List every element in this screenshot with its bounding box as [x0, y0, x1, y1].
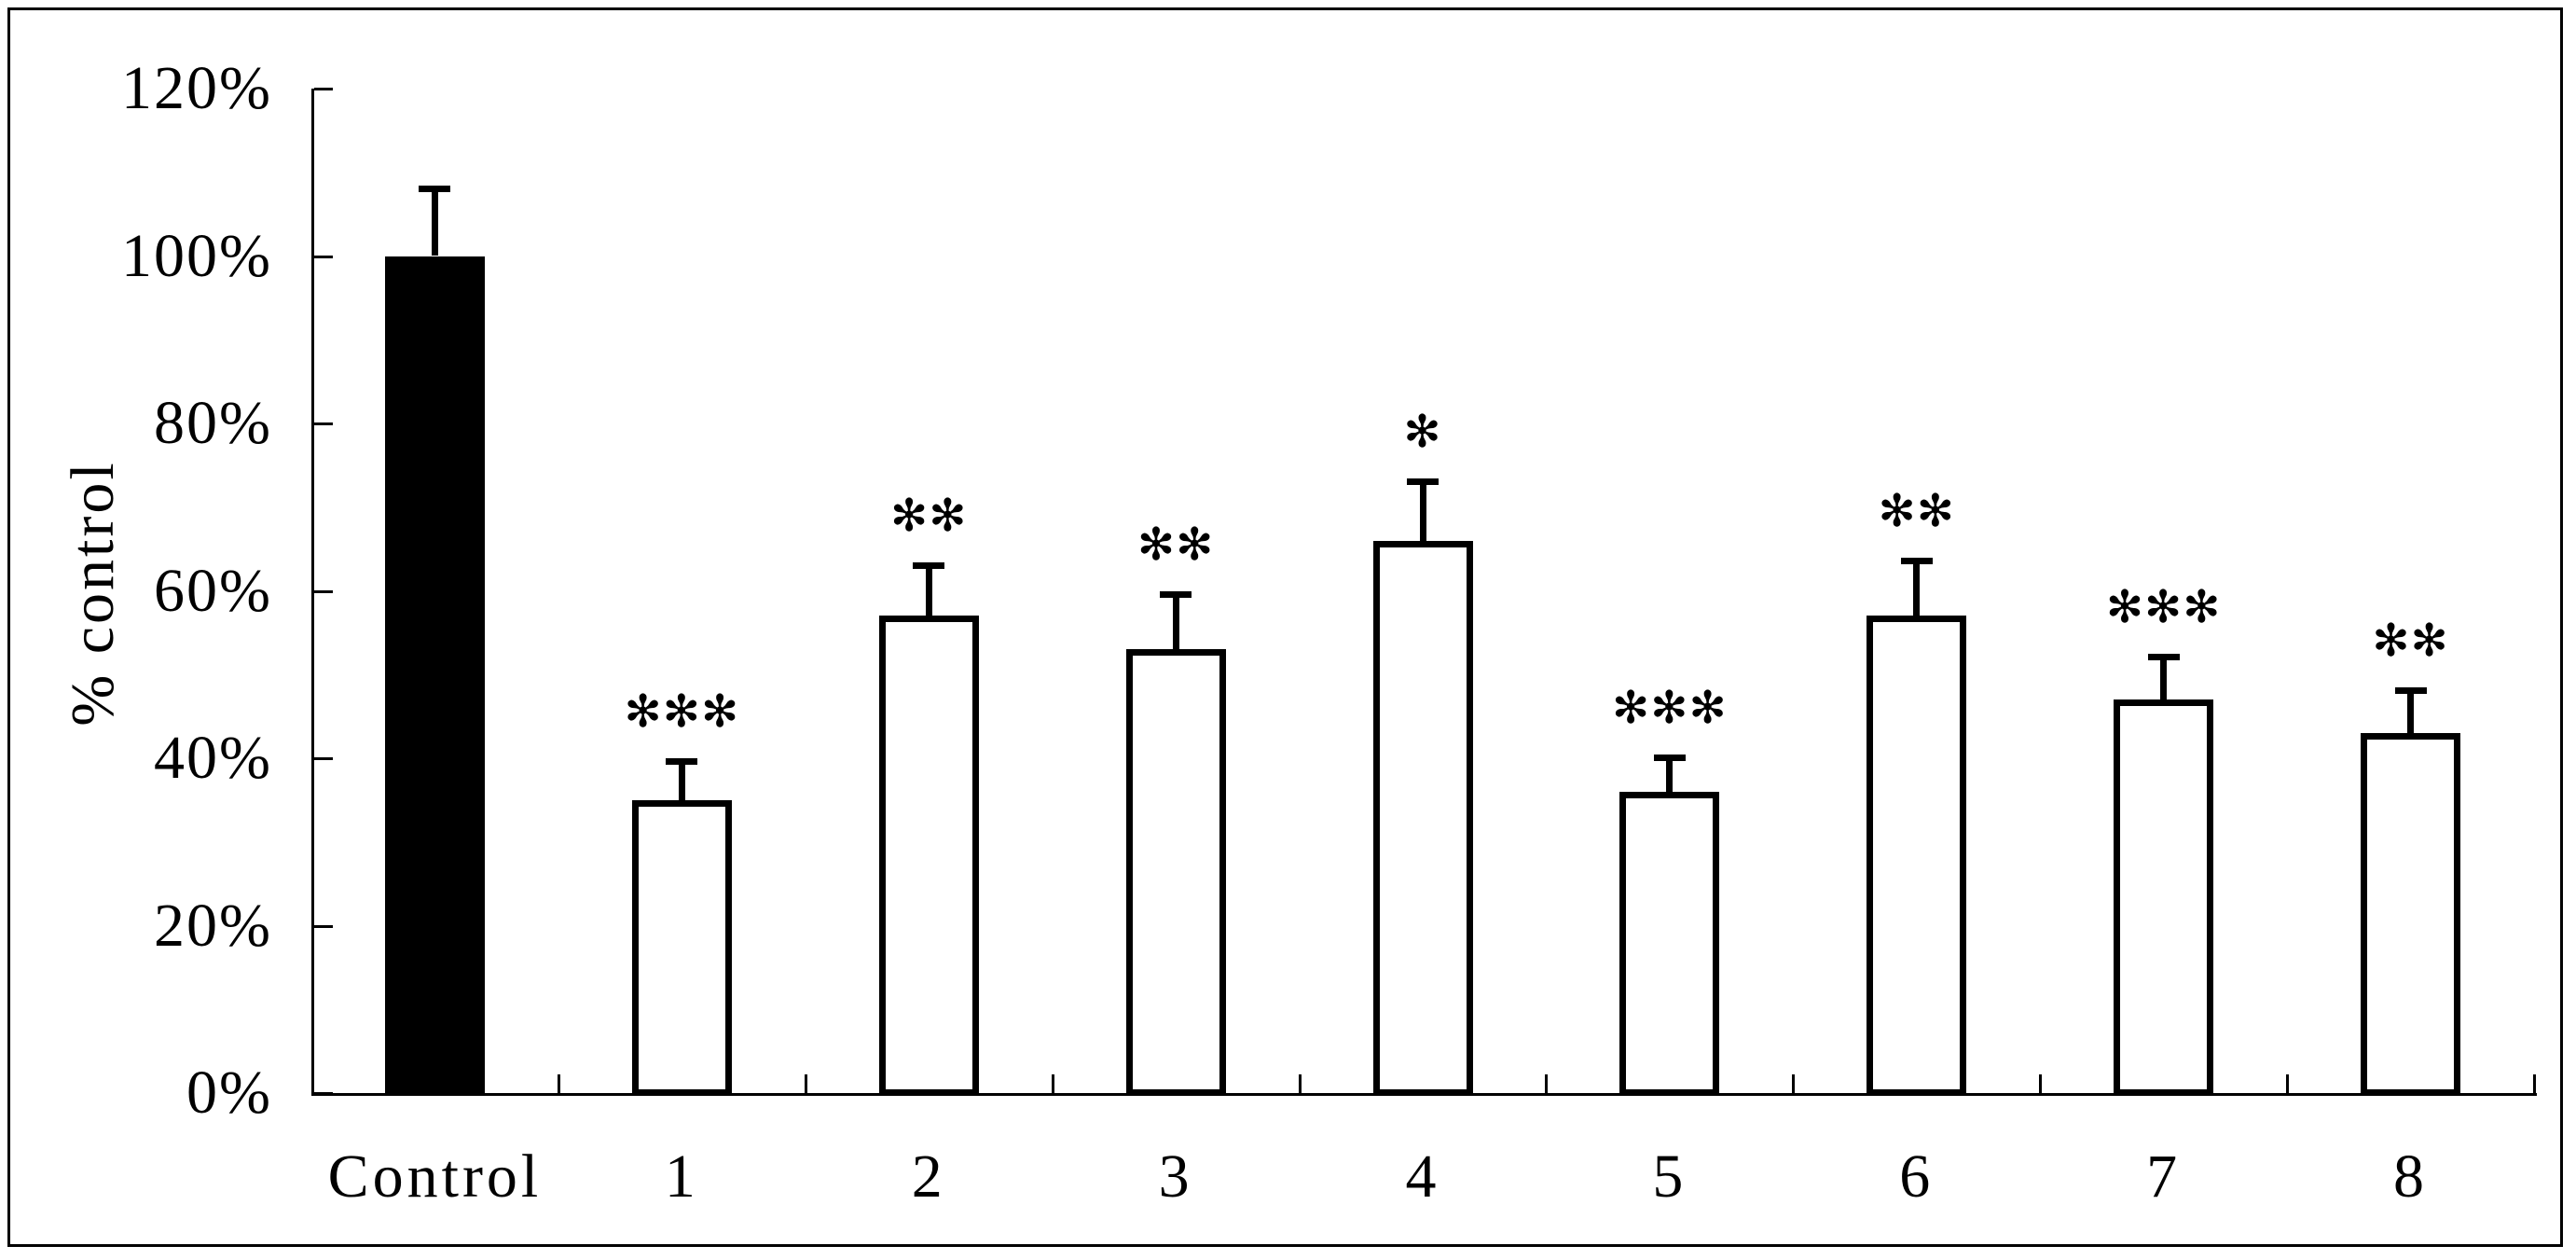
x-category-label: Control [327, 1142, 543, 1211]
x-category-label: 7 [2146, 1142, 2182, 1211]
x-category-label: 4 [1405, 1142, 1440, 1211]
significance-asterisks: ✻✻ [890, 489, 968, 542]
x-category-label: 1 [664, 1142, 699, 1211]
y-tick-label: 20% [154, 891, 272, 960]
error-bar-stem [2160, 658, 2168, 700]
error-bar-cap [666, 758, 698, 766]
y-tick-label: 60% [154, 556, 272, 625]
x-axis-tick [2286, 1074, 2290, 1093]
y-axis-tick [314, 1092, 333, 1095]
x-axis-tick [2533, 1074, 2536, 1093]
y-tick-label: 80% [154, 389, 272, 457]
error-bar-stem [2407, 691, 2415, 734]
x-category-label: 8 [2393, 1142, 2429, 1211]
bar-3 [1125, 649, 1226, 1096]
error-bar-cap [419, 185, 451, 192]
significance-asterisks: ✻✻ [1878, 485, 1955, 538]
bar-8 [2361, 733, 2461, 1096]
y-tick-label: 100% [121, 221, 272, 290]
figure-border [7, 7, 2563, 1247]
error-bar-stem [431, 188, 438, 256]
x-axis-tick [1051, 1074, 1054, 1093]
error-bar-cap [1407, 478, 1439, 485]
error-bar-cap [1653, 755, 1686, 761]
x-category-label: 3 [1158, 1142, 1193, 1211]
x-axis-tick [557, 1074, 560, 1093]
y-tick-label: 120% [121, 54, 272, 122]
error-bar-cap [1900, 558, 1933, 565]
y-axis-tick [314, 589, 333, 593]
y-tick-label: 40% [154, 724, 272, 792]
error-bar-stem [1666, 758, 1674, 792]
significance-asterisks: ✻✻ [2372, 615, 2449, 668]
x-axis-tick [804, 1074, 807, 1093]
x-axis-tick [1298, 1074, 1302, 1093]
error-bar-stem [1913, 561, 1921, 616]
bar-6 [1867, 616, 1967, 1096]
x-axis-tick [2039, 1074, 2043, 1093]
significance-asterisks: ✻✻ [1136, 518, 1215, 571]
bar-2 [878, 616, 979, 1096]
bar-4 [1372, 540, 1473, 1096]
x-axis-tick [1792, 1074, 1796, 1093]
y-axis-tick [314, 255, 333, 258]
significance-asterisks: ✻✻✻ [2105, 581, 2222, 634]
significance-asterisks: ✻ [1403, 405, 1442, 458]
error-bar-cap [2394, 687, 2427, 695]
y-axis-tick [314, 924, 333, 928]
y-axis-tick [314, 757, 333, 760]
x-axis-tick [1545, 1074, 1549, 1093]
bar-1 [631, 799, 732, 1096]
x-category-label: 2 [911, 1142, 946, 1211]
y-tick-label: 0% [186, 1059, 272, 1127]
error-bar-stem [1172, 594, 1179, 650]
x-category-label: 6 [1899, 1142, 1935, 1211]
significance-asterisks: ✻✻✻ [624, 685, 740, 739]
y-axis-line [311, 89, 314, 1096]
bar-7 [2114, 699, 2214, 1096]
error-bar-cap [913, 561, 945, 569]
error-bar-cap [2147, 654, 2180, 661]
bar-5 [1619, 791, 1720, 1096]
y-axis-tick [314, 88, 333, 90]
y-axis-tick [314, 422, 333, 425]
error-bar-stem [678, 762, 685, 800]
x-category-label: 5 [1652, 1142, 1687, 1211]
error-bar-cap [1160, 590, 1192, 598]
error-bar-stem [925, 565, 932, 616]
significance-asterisks: ✻✻✻ [1612, 682, 1728, 734]
bar-control [384, 256, 485, 1096]
error-bar-stem [1419, 481, 1426, 541]
